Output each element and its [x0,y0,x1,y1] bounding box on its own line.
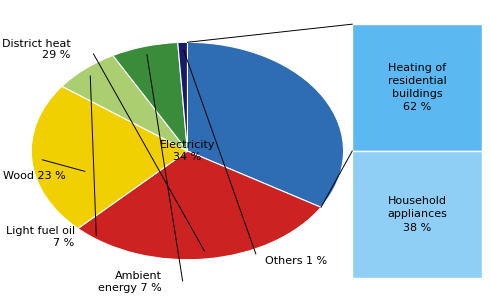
Text: Ambient
energy 7 %: Ambient energy 7 % [98,271,162,293]
FancyBboxPatch shape [352,24,482,151]
Text: Household
appliances
38 %: Household appliances 38 % [387,196,447,233]
Text: Others 1 %: Others 1 % [266,256,327,266]
FancyBboxPatch shape [352,151,482,278]
Wedge shape [78,151,321,260]
Text: Heating of
residential
buildings
62 %: Heating of residential buildings 62 % [388,63,447,112]
Text: Light fuel oil
7 %: Light fuel oil 7 % [5,226,75,248]
Wedge shape [31,86,188,229]
Text: Wood 23 %: Wood 23 % [3,171,66,181]
Wedge shape [178,42,188,151]
Wedge shape [113,43,188,151]
Wedge shape [188,42,344,207]
Wedge shape [62,56,188,151]
Text: District heat
29 %: District heat 29 % [1,39,70,60]
Text: Electricity
34 %: Electricity 34 % [160,140,215,162]
